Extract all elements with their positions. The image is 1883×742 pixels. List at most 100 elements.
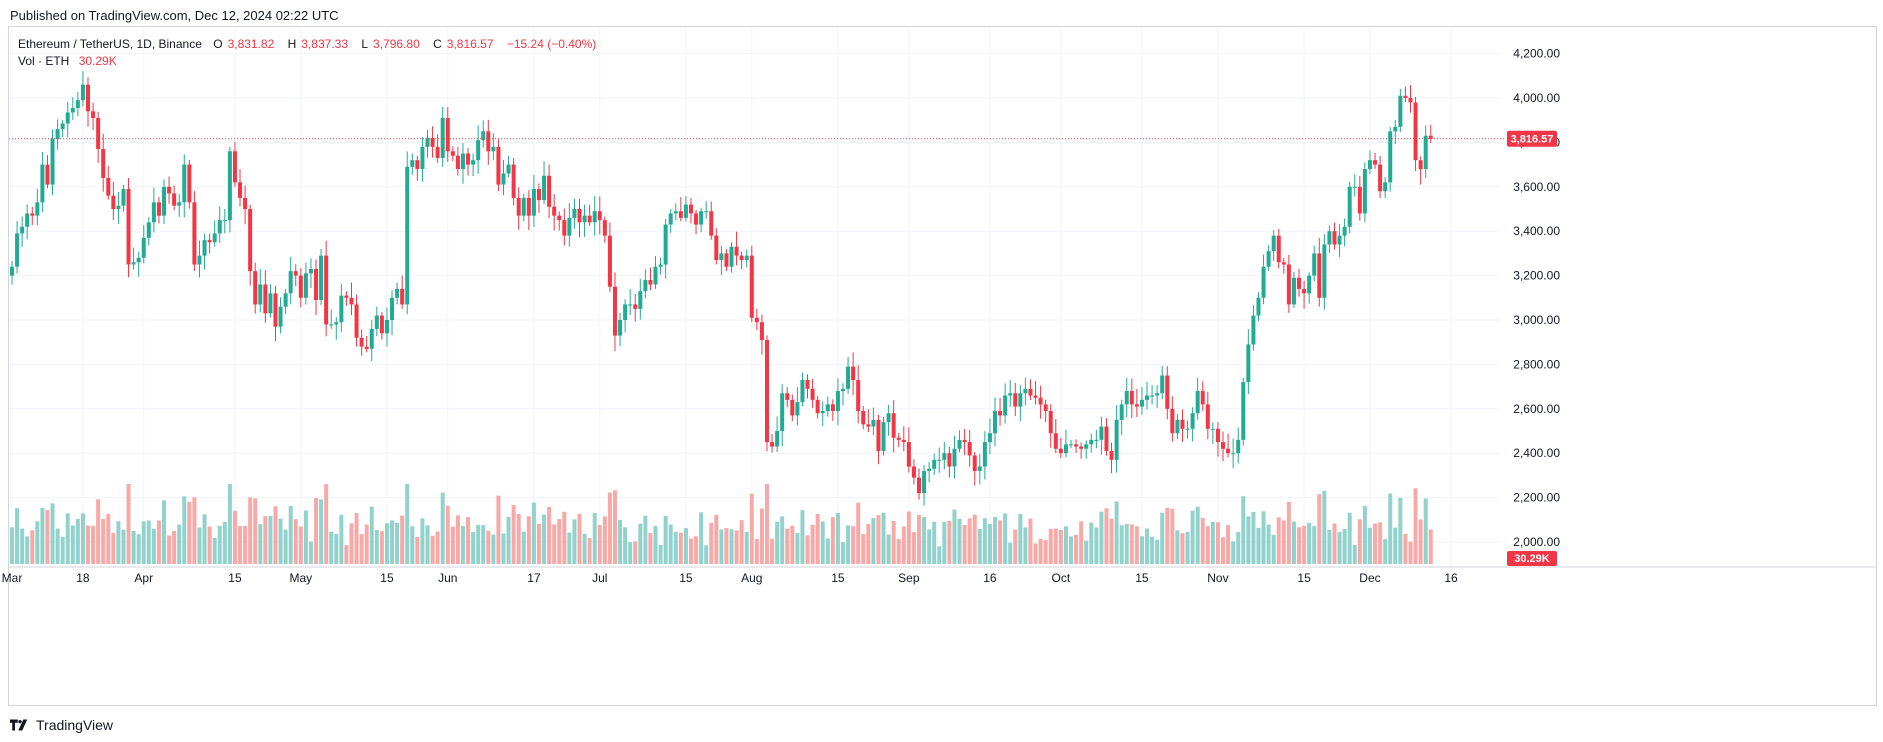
volume-bar xyxy=(851,526,856,564)
published-notice: Published on TradingView.com, Dec 12, 20… xyxy=(10,8,339,23)
candle-body xyxy=(977,466,982,471)
footer-brand[interactable]: TradingView xyxy=(10,717,113,733)
candle-body xyxy=(607,235,612,287)
volume-bar xyxy=(1058,529,1063,564)
volume-label[interactable]: Vol · ETH xyxy=(18,54,70,68)
candle-body xyxy=(1190,413,1195,429)
volume-bar xyxy=(1145,528,1150,564)
candle-body xyxy=(820,411,825,414)
candle-body xyxy=(1302,288,1307,294)
candle-body xyxy=(1205,404,1210,429)
candle-body xyxy=(491,146,496,152)
volume-bar xyxy=(319,499,324,564)
volume-bar xyxy=(830,517,835,564)
candle-body xyxy=(1079,446,1084,449)
volume-bar xyxy=(1139,536,1144,564)
chart-frame[interactable] xyxy=(8,26,1877,706)
candle-body xyxy=(526,197,531,216)
volume-bar xyxy=(314,498,319,564)
volume-bar xyxy=(1175,530,1180,564)
volume-bar xyxy=(643,515,648,564)
candle-body xyxy=(901,439,906,443)
candle-body xyxy=(1246,344,1251,383)
volume-bar xyxy=(141,521,146,564)
price-tick-label: 3,600.00 xyxy=(1513,180,1560,194)
candle-body xyxy=(232,151,237,183)
candle-body xyxy=(699,211,704,225)
candle-body xyxy=(1251,315,1256,345)
candle-body xyxy=(501,173,506,185)
candle-body xyxy=(1150,395,1155,397)
candle-body xyxy=(91,111,96,118)
candle-body xyxy=(1307,275,1312,294)
candle-body xyxy=(1094,439,1099,441)
candle-body xyxy=(942,453,947,460)
candle-body xyxy=(131,262,136,265)
time-tick-label: Mar xyxy=(2,571,23,585)
price-tick-label: 3,200.00 xyxy=(1513,269,1560,283)
volume-bar xyxy=(167,535,172,564)
volume-bar xyxy=(344,545,349,564)
candle-body xyxy=(1352,186,1357,188)
candle-body xyxy=(288,271,293,294)
volume-bar xyxy=(557,519,562,564)
volume-bar xyxy=(805,535,810,564)
volume-bar xyxy=(1003,513,1008,564)
volume-bar xyxy=(901,526,906,564)
volume-bar xyxy=(1155,539,1160,564)
candle-body xyxy=(648,280,653,285)
last-volume-badge-label: 30.29K xyxy=(1514,553,1550,565)
volume-bar xyxy=(238,526,243,564)
volume-bar xyxy=(405,484,410,564)
volume-bar xyxy=(501,533,506,564)
volume-bar xyxy=(1322,490,1327,564)
candle-body xyxy=(1038,397,1043,405)
candle-body xyxy=(1043,404,1048,412)
candle-body xyxy=(96,117,101,150)
candle-body xyxy=(1378,164,1383,192)
volume-bar xyxy=(25,536,30,564)
candle-body xyxy=(876,419,881,451)
candle-body xyxy=(374,315,379,329)
volume-bar xyxy=(1119,525,1124,564)
volume-bar xyxy=(1124,523,1129,564)
candle-body xyxy=(638,291,643,309)
volume-bar xyxy=(207,526,212,564)
candle-body xyxy=(805,379,810,389)
volume-bar xyxy=(1383,539,1388,564)
volume-bar xyxy=(60,536,65,564)
volume-bar xyxy=(1367,527,1372,564)
volume-bar xyxy=(618,520,623,564)
volume-bar xyxy=(440,492,445,564)
candle-body xyxy=(466,153,471,165)
candle-body xyxy=(1155,393,1160,396)
candle-body xyxy=(785,393,790,400)
volume-bar xyxy=(800,510,805,564)
candle-body xyxy=(911,466,916,478)
volume-bar xyxy=(612,490,617,564)
low-value: 3,796.80 xyxy=(373,37,420,51)
candle-body xyxy=(400,288,405,305)
volume-bar xyxy=(663,515,668,564)
candle-body xyxy=(70,107,75,113)
volume-bar xyxy=(683,528,688,564)
last-price-badge xyxy=(1507,130,1557,147)
volume-bar xyxy=(1084,540,1089,564)
candle-body xyxy=(425,137,430,147)
candle-body xyxy=(628,304,633,306)
candle-body xyxy=(729,246,734,267)
volume-bar xyxy=(359,534,364,564)
volume-bar xyxy=(455,515,460,564)
candle-body xyxy=(177,202,182,206)
candle-body xyxy=(1165,375,1170,409)
high-value: 3,837.33 xyxy=(301,37,349,51)
volume-bar xyxy=(780,516,785,564)
volume-bar xyxy=(633,541,638,564)
volume-bar xyxy=(308,541,313,564)
candle-body xyxy=(937,459,942,461)
volume-bar xyxy=(334,533,339,564)
volume-bar xyxy=(227,484,232,564)
volume-bar xyxy=(1312,526,1317,564)
symbol-title[interactable]: Ethereum / TetherUS, 1D, Binance xyxy=(18,37,202,51)
